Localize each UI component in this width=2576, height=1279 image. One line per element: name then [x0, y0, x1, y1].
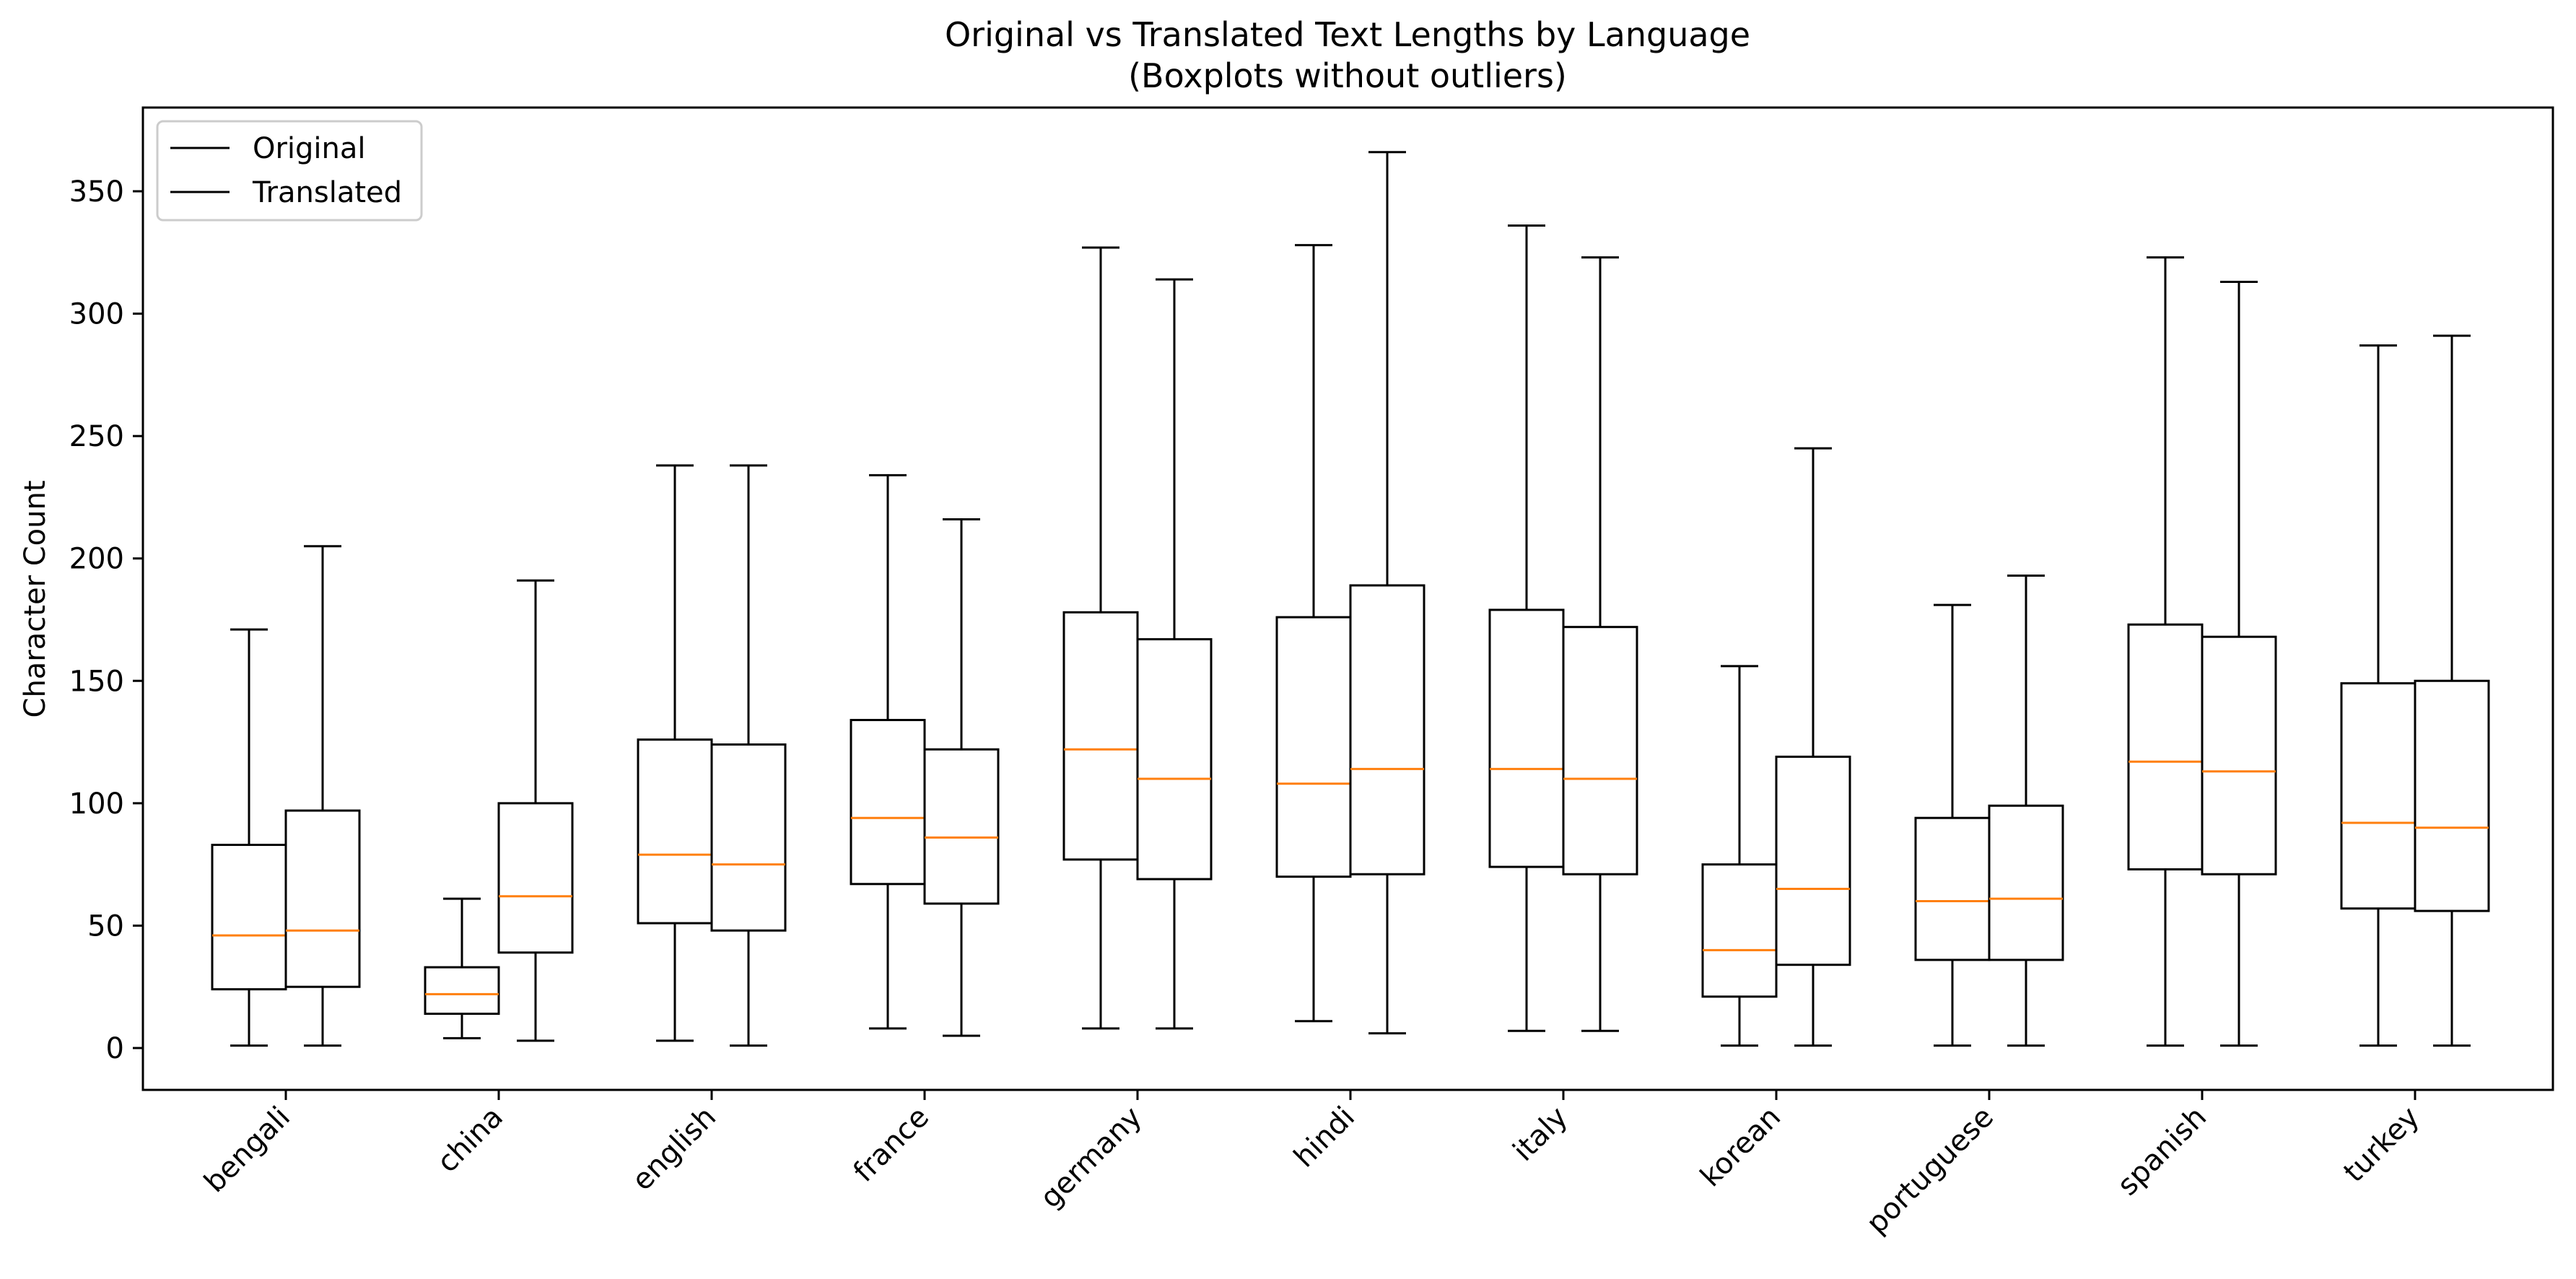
iqr-box: [710, 743, 787, 932]
iqr-box: [1562, 626, 1638, 876]
box-translated-portuguese: [1988, 574, 2064, 1047]
plot-area-frame: [141, 106, 2554, 1091]
iqr-box: [2414, 679, 2490, 912]
chart-title: Original vs Translated Text Lengths by L…: [945, 15, 1750, 54]
y-tick-label: 150: [69, 665, 124, 698]
box-series: [211, 151, 2490, 1047]
y-axis-label: Character Count: [19, 481, 52, 718]
box-original-turkey: [2340, 344, 2416, 1047]
y-axis-ticks: 0 50 100 150 200 250 300 350: [69, 175, 143, 1065]
box-translated-bengali: [284, 545, 361, 1047]
iqr-box: [923, 748, 1000, 905]
y-tick-label: 100: [69, 787, 124, 821]
box-original-italy: [1488, 224, 1565, 1032]
legend-label-translated: Translated: [252, 176, 402, 209]
y-tick-label: 350: [69, 175, 124, 209]
iqr-box: [2201, 635, 2277, 876]
box-translated-english: [710, 464, 787, 1047]
legend-frame: [156, 120, 423, 222]
chart-subtitle: (Boxplots without outliers): [1128, 56, 1567, 95]
legend: Original Translated: [156, 120, 423, 222]
box-translated-hindi: [1349, 151, 1425, 1035]
iqr-box: [1775, 755, 1851, 966]
iqr-box: [1136, 638, 1213, 881]
legend-label-original: Original: [253, 132, 366, 165]
iqr-box: [497, 802, 574, 954]
box-translated-italy: [1562, 256, 1638, 1032]
box-translated-spanish: [2201, 280, 2277, 1047]
box-original-france: [850, 473, 926, 1030]
y-tick-label: 300: [69, 298, 124, 331]
box-original-spanish: [2127, 256, 2204, 1047]
iqr-box: [1349, 584, 1425, 876]
y-tick-label: 50: [87, 909, 124, 943]
box-translated-france: [923, 518, 1000, 1037]
y-tick-label: 200: [69, 543, 124, 576]
box-translated-germany: [1136, 278, 1213, 1030]
box-original-germany: [1062, 246, 1139, 1030]
box-translated-china: [497, 579, 574, 1042]
box-translated-turkey: [2414, 334, 2490, 1047]
box-original-china: [424, 897, 500, 1039]
y-tick-label: 250: [69, 420, 124, 453]
iqr-box: [424, 966, 500, 1016]
iqr-box: [1988, 804, 2064, 961]
box-translated-korean: [1775, 447, 1851, 1047]
iqr-box: [284, 809, 361, 988]
y-tick-label: 0: [106, 1032, 124, 1065]
